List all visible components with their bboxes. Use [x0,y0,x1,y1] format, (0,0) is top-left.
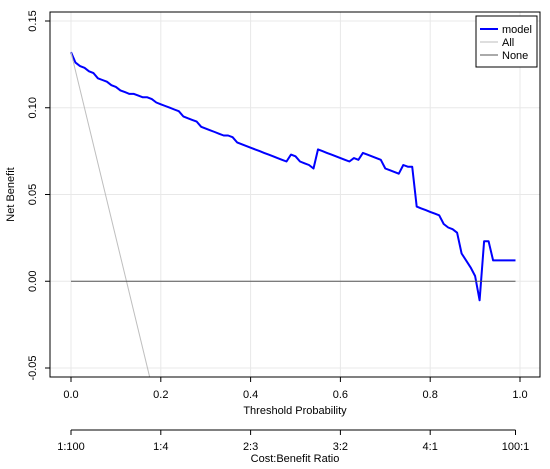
cost-benefit-axis-title: Cost:Benefit Ratio [251,453,340,465]
x-tick-label: 0.8 [423,389,438,401]
cost-benefit-tick-label: 3:2 [333,441,348,453]
x-axis: 0.0 0.2 0.4 0.6 0.8 1.0 [63,376,528,401]
y-tick-label: 0.05 [27,184,39,205]
legend-label-all: All [502,37,514,49]
x-axis-title: Threshold Probability [243,405,347,417]
x-tick-label: 0.4 [243,389,258,401]
y-tick-label: 0.00 [27,271,39,292]
x-tick-label: 0.6 [333,389,348,401]
legend-label-model: model [502,24,532,36]
x-tick-label: 1.0 [512,389,527,401]
cost-benefit-axis: 1:100 1:4 2:3 3:2 4:1 100:1 [57,429,530,453]
legend-label-none: None [502,50,528,62]
cost-benefit-tick-label: 4:1 [423,441,438,453]
y-tick-label: 0.15 [27,10,39,31]
y-tick-label: 0.10 [27,97,39,118]
cost-benefit-tick-label: 1:100 [57,441,85,453]
x-tick-label: 0.2 [153,389,168,401]
series-lines [70,51,516,377]
y-axis-title: Net Benefit [5,167,17,221]
series-line-model [70,51,516,302]
cost-benefit-tick-label: 100:1 [502,441,530,453]
series-line-all [70,52,151,377]
y-tick-label: -0.05 [27,355,39,380]
grid-lines [50,12,540,377]
cost-benefit-tick-label: 1:4 [153,441,168,453]
cost-benefit-tick-label: 2:3 [243,441,258,453]
x-tick-label: 0.0 [63,389,78,401]
y-axis: -0.05 0.00 0.05 0.10 0.15 [27,10,51,381]
